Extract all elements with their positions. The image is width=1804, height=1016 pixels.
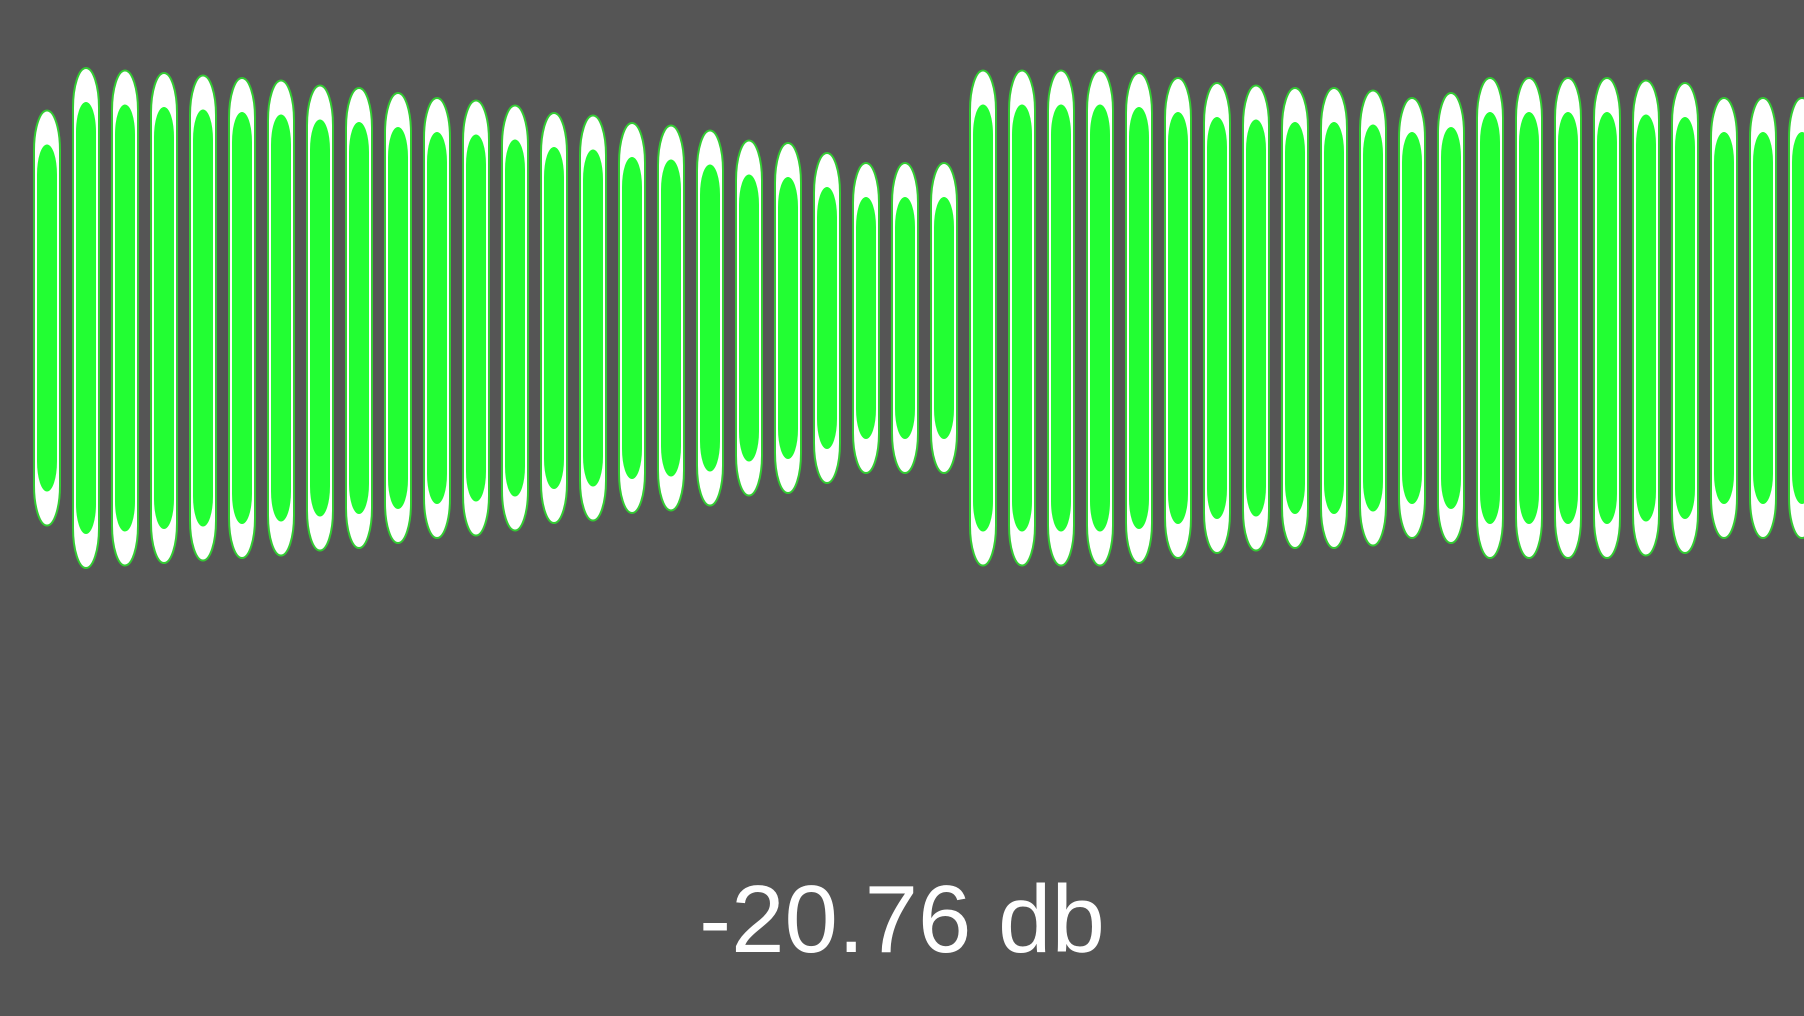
meter-bar <box>930 162 958 474</box>
meter-bar-level <box>1324 122 1344 514</box>
meter-bar <box>774 142 802 494</box>
meter-bar <box>1476 77 1504 559</box>
db-value: -20.76 <box>699 866 972 973</box>
meter-bar <box>852 162 880 474</box>
meter-bar <box>384 92 412 544</box>
meter-bar-level <box>895 197 915 439</box>
meter-bar <box>267 79 295 557</box>
meter-bar-level <box>778 177 798 459</box>
meter-bar-level <box>934 197 954 439</box>
meter-bar-level <box>1636 114 1656 522</box>
meter-bar-level <box>1792 132 1804 504</box>
meter-bar-level <box>310 119 330 517</box>
meter-bar <box>735 139 763 497</box>
meter-bar-level <box>1441 127 1461 509</box>
meter-bar-level <box>427 132 447 504</box>
meter-bar-level <box>661 159 681 477</box>
meter-bar <box>462 99 490 537</box>
meter-bar-level <box>700 164 720 472</box>
meter-bar-level <box>505 139 525 497</box>
meter-bar <box>1281 87 1309 549</box>
meter-bar-level <box>76 102 96 534</box>
db-readout: -20.76 db <box>0 860 1804 980</box>
meter-bar-level <box>1168 112 1188 524</box>
meter-bar-level <box>193 109 213 527</box>
meter-bar-level <box>1246 119 1266 517</box>
db-unit: db <box>998 866 1105 973</box>
meter-bar-level <box>1207 117 1227 519</box>
meter-bar-level <box>544 147 564 489</box>
meter-bar-level <box>973 104 993 532</box>
meter-bar <box>345 87 373 549</box>
meter-bar <box>306 84 334 552</box>
meter-bar <box>579 114 607 522</box>
meter-bar <box>1749 97 1777 539</box>
meter-bar <box>1125 72 1153 564</box>
meter-bar-level <box>1519 112 1539 524</box>
meter-bar <box>1632 79 1660 557</box>
meter-bar <box>1554 77 1582 559</box>
meter-bar-level <box>1012 104 1032 532</box>
meter-bar-level <box>1558 112 1578 524</box>
meter-bar-level <box>1714 132 1734 504</box>
meter-bar <box>150 72 178 564</box>
meter-bar <box>228 77 256 559</box>
meter-bar <box>696 129 724 507</box>
meter-bar-level <box>1090 104 1110 532</box>
meter-bar-level <box>622 157 642 479</box>
meter-bar <box>33 109 61 527</box>
meter-bar <box>1164 77 1192 559</box>
meter-bar <box>501 104 529 532</box>
meter-bar <box>1671 82 1699 554</box>
meter-bar-level <box>466 134 486 502</box>
meter-bar-level <box>1363 124 1383 512</box>
meter-bar-level <box>154 107 174 529</box>
meter-bar-level <box>583 149 603 487</box>
meter-bar <box>1515 77 1543 559</box>
meter-bar <box>1788 97 1804 539</box>
meter-bar <box>189 74 217 562</box>
meter-bar <box>969 69 997 567</box>
meter-bar <box>1437 92 1465 544</box>
meter-bar <box>1086 69 1114 567</box>
meter-bar-level <box>115 104 135 532</box>
meter-bar <box>1047 69 1075 567</box>
meter-bar <box>1593 77 1621 559</box>
meter-bar-level <box>1675 117 1695 519</box>
meter-bar <box>540 112 568 524</box>
meter-bar-level <box>1051 104 1071 532</box>
meter-bar <box>891 162 919 474</box>
meter-bar-level <box>1402 132 1422 504</box>
meter-bar-level <box>1597 112 1617 524</box>
meter-bar <box>72 67 100 569</box>
meter-bar-level <box>271 114 291 522</box>
meter-bar-level <box>739 174 759 462</box>
meter-bar-level <box>817 187 837 449</box>
meter-bar <box>618 122 646 514</box>
meter-bar <box>1242 84 1270 552</box>
meter-bar-level <box>1129 107 1149 529</box>
level-meter <box>33 67 1804 569</box>
meter-bar-level <box>1285 122 1305 514</box>
meter-bar <box>1203 82 1231 554</box>
meter-bar-level <box>232 112 252 524</box>
meter-bar <box>423 97 451 539</box>
meter-bar-level <box>1753 132 1773 504</box>
meter-bar <box>1710 97 1738 539</box>
meter-bar-level <box>856 197 876 439</box>
meter-bar-level <box>349 122 369 514</box>
meter-bar <box>1008 69 1036 567</box>
meter-bar-level <box>388 127 408 509</box>
meter-bar <box>1320 87 1348 549</box>
meter-bar <box>1359 89 1387 547</box>
meter-bar-level <box>1480 112 1500 524</box>
meter-bar <box>813 152 841 484</box>
meter-bar <box>111 69 139 567</box>
meter-bar <box>1398 97 1426 539</box>
meter-bar-level <box>37 144 57 492</box>
meter-bar <box>657 124 685 512</box>
